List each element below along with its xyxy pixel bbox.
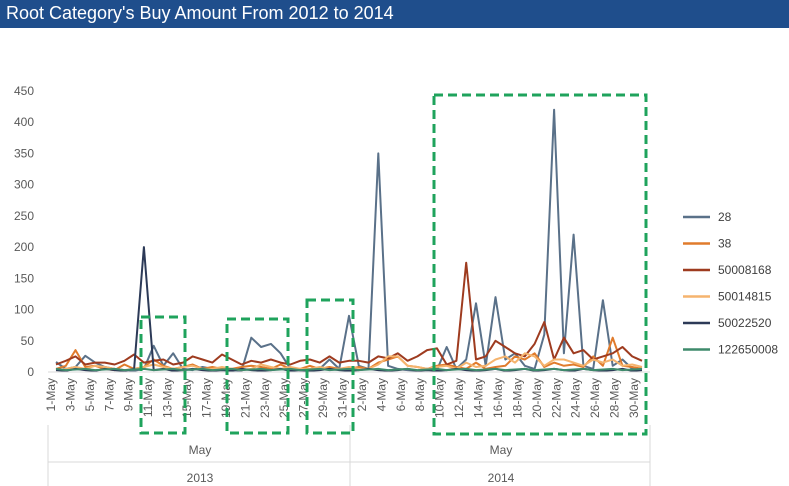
y-tick-label: 250 — [14, 209, 34, 223]
x-tick-label: 29-May — [316, 378, 330, 418]
x-tick-label: 8-May — [413, 378, 427, 411]
y-tick-label: 350 — [14, 146, 34, 160]
y-tick-label: 200 — [14, 240, 34, 254]
legend-label: 50022520 — [718, 316, 772, 330]
x-tick-label: 12-May — [452, 378, 466, 418]
x-tick-label: 7-May — [102, 378, 116, 411]
legend-label: 38 — [718, 237, 732, 251]
legend: 28 38 50008168 50014815 50022520 122650008 — [683, 210, 778, 357]
series-line-50008168 — [55, 261, 643, 366]
y-tick-label: 450 — [14, 84, 34, 98]
y-tick-label: 300 — [14, 178, 34, 192]
series-line-28 — [55, 108, 642, 372]
series-line-38 — [55, 336, 643, 372]
month-label: May — [490, 443, 513, 457]
highlight-box — [432, 93, 648, 436]
y-tick-label: 100 — [14, 303, 34, 317]
highlight-box — [305, 298, 355, 435]
highlight-box — [139, 315, 187, 435]
x-tick-label: 28-May — [608, 378, 622, 418]
y-tick-label: 150 — [14, 271, 34, 285]
x-tick-label: 31-May — [336, 378, 350, 418]
series-lines — [55, 108, 643, 372]
x-tick-label: 5-May — [83, 378, 97, 411]
y-tick-label: 400 — [14, 115, 34, 129]
highlight-boxes — [139, 93, 648, 436]
y-axis: 0 50 100 150 200 250 300 350 400 450 — [14, 84, 34, 379]
x-tick-label: 3-May — [63, 378, 77, 411]
legend-label: 50014815 — [718, 290, 772, 304]
x-tick-label: 22-May — [549, 378, 563, 418]
x-tick-label: 26-May — [588, 378, 602, 418]
x-tick-label: 1-May — [44, 378, 58, 411]
x-tick-label: 6-May — [394, 378, 408, 411]
month-label: May — [189, 443, 212, 457]
year-label: 2013 — [187, 471, 214, 485]
series-line-122650008 — [55, 367, 643, 372]
x-tick-label: 14-May — [472, 378, 486, 418]
highlight-box — [225, 317, 290, 435]
x-tick-label: 13-May — [161, 378, 175, 418]
x-tick-label: 15-May — [180, 378, 194, 418]
x-tick-label: 23-May — [258, 378, 272, 418]
x-axis: 1-May 3-May 5-May 7-May 9-May 11-May 13-May 15-… — [44, 371, 651, 486]
x-tick-label: 2-May — [355, 378, 369, 411]
x-tick-label: 10-May — [433, 378, 447, 418]
chart-title: Root Category's Buy Amount From 2012 to … — [6, 3, 394, 23]
y-tick-label: 0 — [27, 365, 34, 379]
x-tick-label: 11-May — [141, 378, 155, 417]
title-bar: Root Category's Buy Amount From 2012 to … — [0, 0, 789, 28]
year-label: 2014 — [488, 471, 515, 485]
x-tick-label: 20-May — [530, 378, 544, 418]
x-tick-label: 24-May — [569, 378, 583, 418]
x-tick-label: 17-May — [199, 378, 213, 418]
legend-label: 122650008 — [718, 343, 778, 357]
y-tick-label: 50 — [21, 334, 35, 348]
legend-label: 28 — [718, 210, 732, 224]
x-tick-label: 9-May — [122, 378, 136, 411]
x-tick-label: 30-May — [627, 378, 641, 418]
x-tick-label: 27-May — [297, 378, 311, 418]
series-line-50022520 — [55, 246, 643, 372]
legend-label: 50008168 — [718, 263, 772, 277]
x-tick-label: 16-May — [491, 378, 505, 418]
x-tick-label: 21-May — [238, 378, 252, 418]
x-tick-label: 18-May — [510, 378, 524, 418]
x-tick-label: 4-May — [374, 378, 388, 411]
